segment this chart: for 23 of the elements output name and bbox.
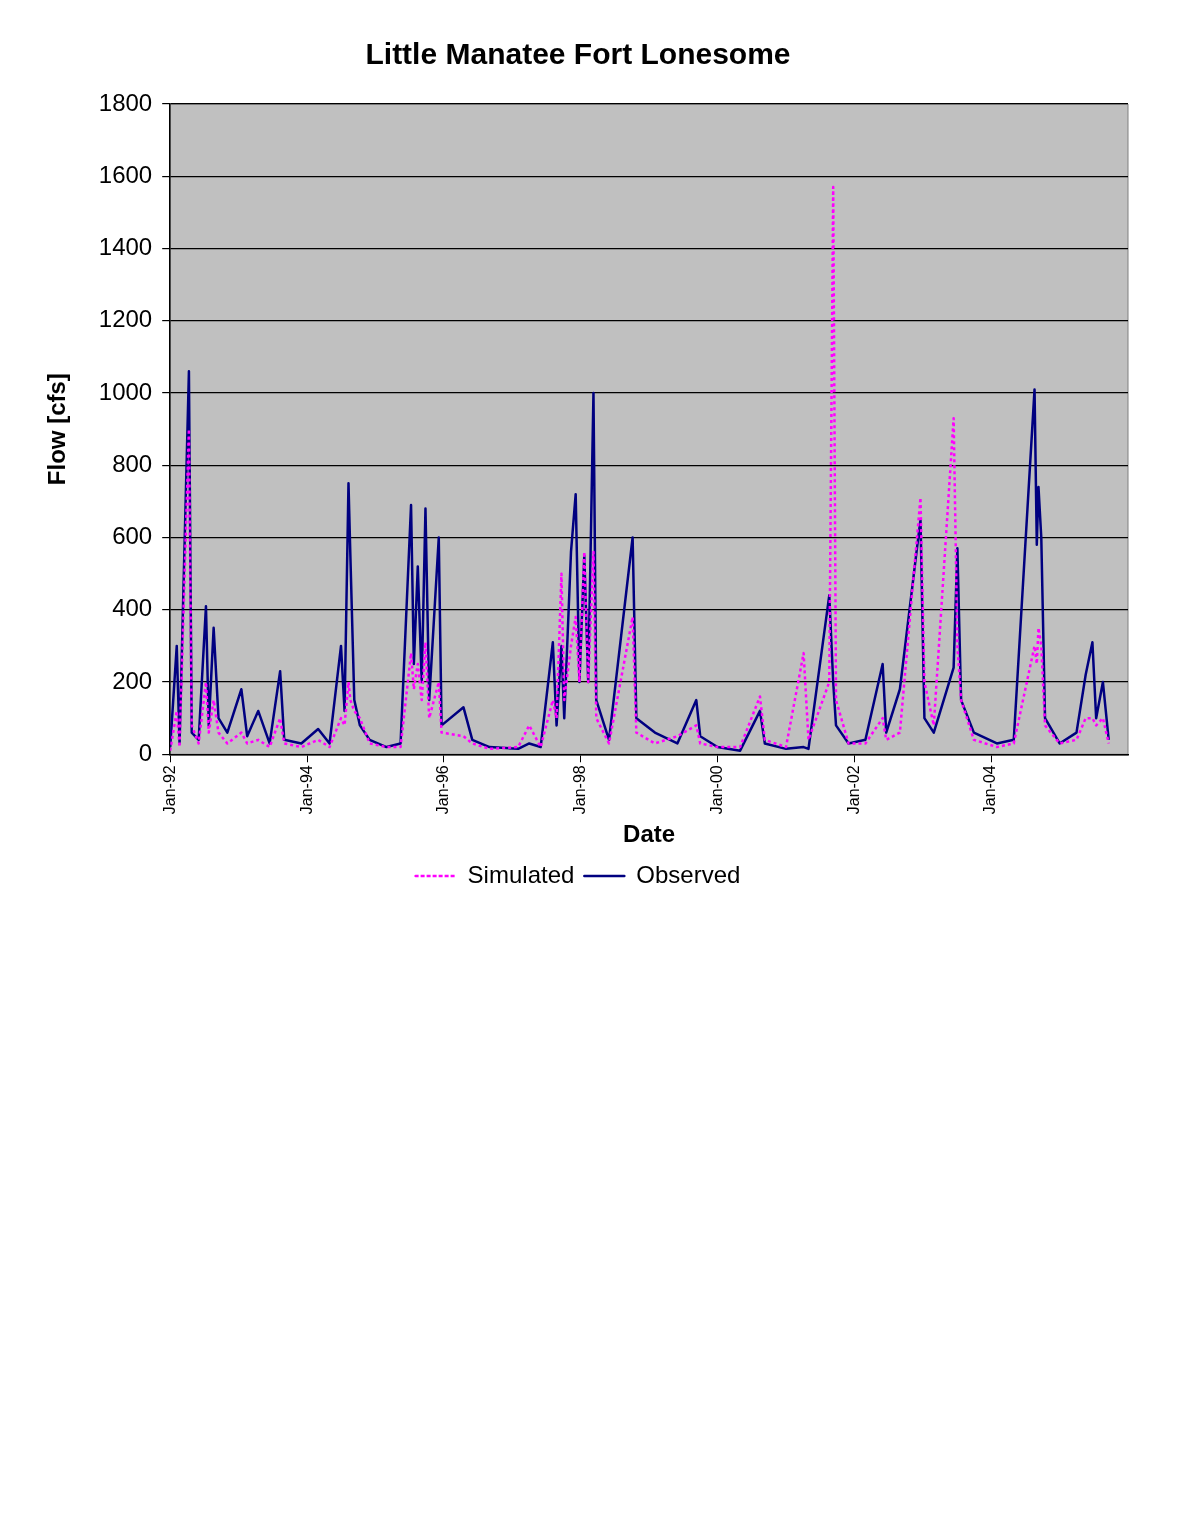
y-tick-label: 1800 — [98, 88, 153, 116]
y-tick-label: 400 — [112, 594, 153, 622]
y-tick-label: 1600 — [98, 160, 153, 188]
x-axis-title: Date — [623, 820, 676, 848]
y-tick-label: 1400 — [98, 233, 153, 261]
x-tick-label: Jan-92 — [160, 765, 178, 815]
x-tick-label: Jan-00 — [707, 765, 725, 815]
y-tick-label: 1000 — [98, 377, 153, 405]
y-axis-title: Flow [cfs] — [43, 373, 71, 486]
x-tick-label: Jan-96 — [434, 765, 452, 815]
legend-label: Simulated — [467, 860, 575, 888]
x-tick-label: Jan-94 — [297, 765, 315, 815]
chart-title: Little Manatee Fort Lonesome — [365, 37, 791, 71]
y-tick-label: 200 — [112, 666, 153, 694]
y-tick-label: 1200 — [98, 305, 153, 333]
y-tick-label: 600 — [112, 522, 153, 550]
y-tick-label: 0 — [138, 738, 153, 766]
x-tick-label: Jan-02 — [844, 765, 862, 815]
line-series — [170, 185, 1110, 752]
x-tick-label: Jan-98 — [571, 765, 589, 815]
y-tick-label: 800 — [112, 449, 153, 477]
legend-label: Observed — [636, 860, 741, 888]
x-tick-label: Jan-04 — [981, 765, 999, 815]
